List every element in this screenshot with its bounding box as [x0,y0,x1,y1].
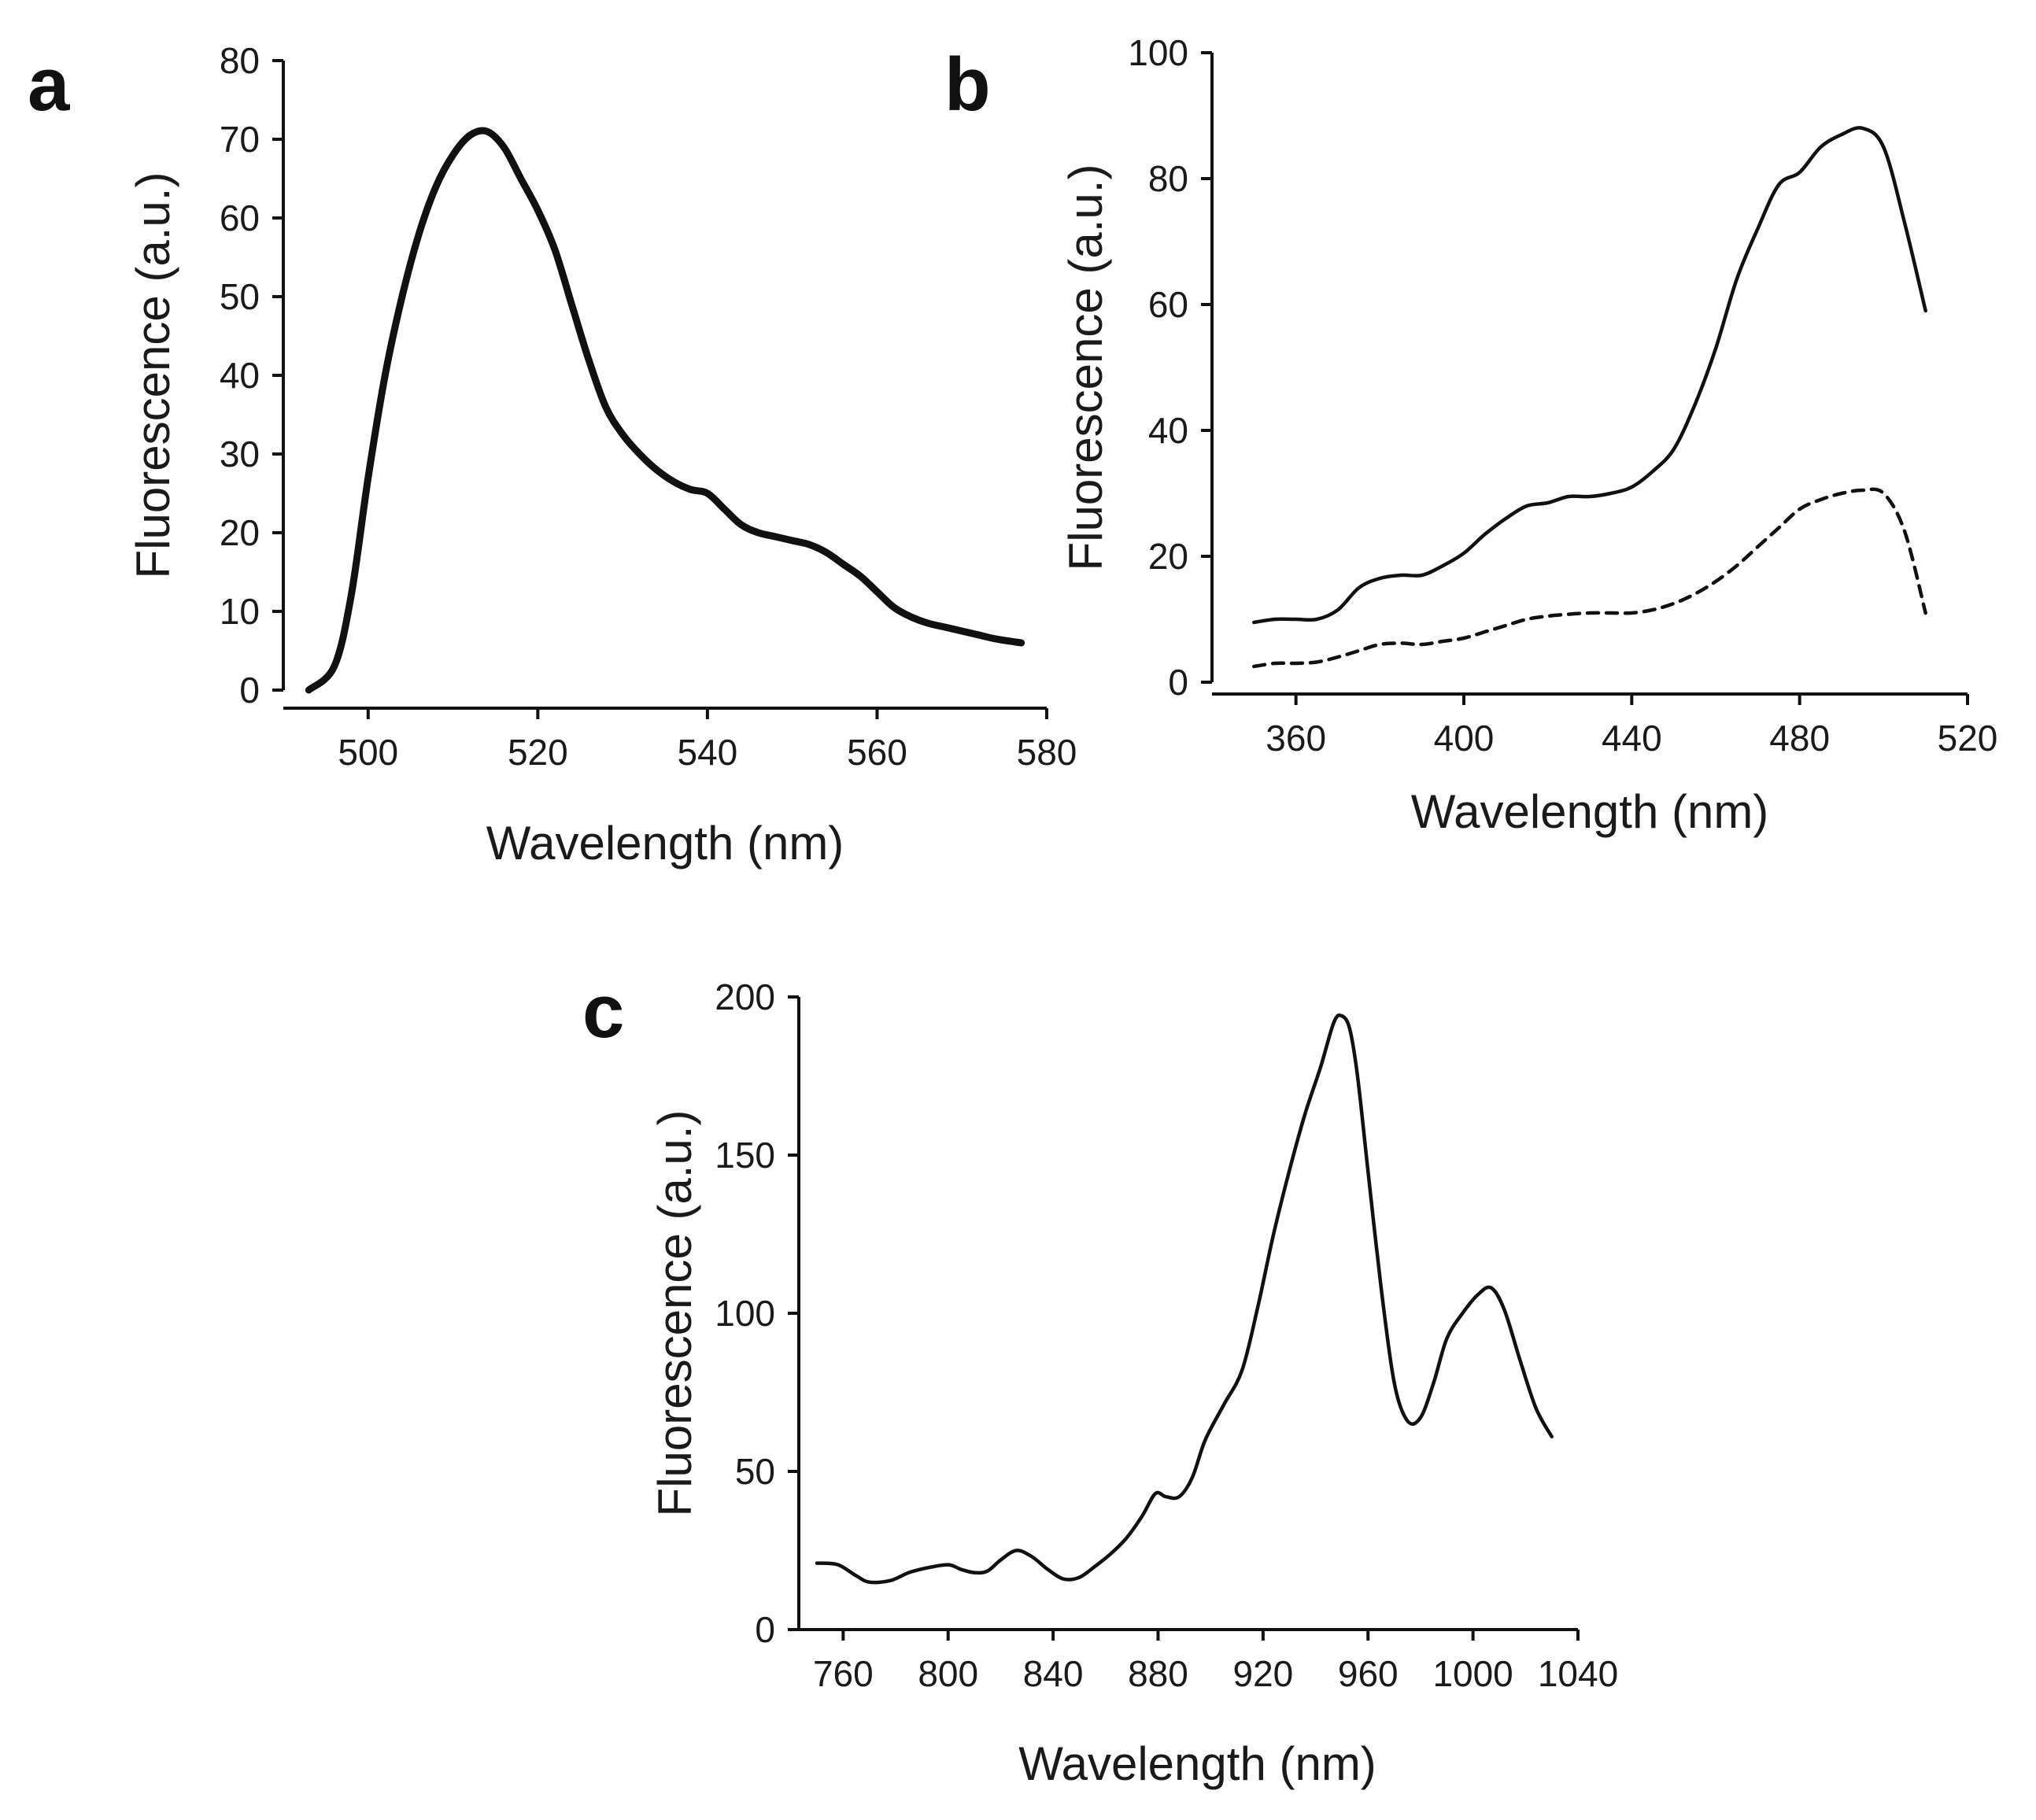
x-tick-label: 540 [678,732,738,773]
y-tick-label: 60 [1148,284,1188,325]
x-tick-label: 800 [918,1653,978,1694]
x-axis-title: Wavelength (nm) [1411,785,1769,838]
x-tick-label: 440 [1602,718,1662,759]
panel-a: a 0 10 20 30 40 50 60 70 80 500 520 540 560 580 Wavele… [28,40,1077,869]
series-line-emission [305,127,1025,694]
y-tick-label: 40 [220,355,260,396]
series-line-emission [815,1013,1554,1585]
x-axis-title: Wavelength (nm) [486,817,844,869]
y-tick-label: 100 [1128,32,1188,73]
panel-c: c 0 50 100 150 200 760 800 840 880 920 960 1000 1040… [582,969,1618,1790]
y-tick-label: 40 [1148,410,1188,451]
y-tick-label: 30 [220,434,260,474]
x-tick-label: 520 [508,732,568,773]
panel-b: b 0 20 40 60 80 100 360 400 440 480 520 Wavelength … [944,32,1997,838]
y-tick-label: 0 [755,1609,775,1650]
y-tick-label: 50 [220,276,260,317]
y-tick-label: 20 [220,512,260,553]
y-tick-label: 100 [715,1293,775,1334]
panel-a-letter: a [28,42,70,127]
y-tick-label: 80 [220,40,260,81]
x-tick-label: 920 [1232,1653,1293,1694]
x-tick-label: 500 [338,732,398,773]
y-tick-label: 200 [715,976,775,1017]
y-axis-title: Fluorescence (a.u.) [1059,164,1112,571]
y-tick-label: 20 [1148,536,1188,577]
y-tick-label: 60 [220,198,260,238]
x-tick-label: 1040 [1538,1653,1618,1694]
x-tick-label: 360 [1266,718,1326,759]
y-tick-label: 150 [715,1135,775,1176]
x-tick-label: 880 [1128,1653,1188,1694]
series-line-dashed [1252,487,1927,669]
y-axis-title: Fluorescence (a.u.) [648,1110,701,1517]
x-tick-label: 580 [1017,732,1077,773]
x-axis-title: Wavelength (nm) [1018,1737,1376,1790]
y-axis-title: Fluorescence (a.u.) [127,172,179,579]
y-tick-label: 70 [220,119,260,160]
x-tick-label: 1000 [1432,1653,1513,1694]
y-tick-label: 0 [1168,662,1188,703]
y-tick-label: 50 [735,1451,775,1492]
x-tick-label: 400 [1434,718,1495,759]
y-tick-label: 80 [1148,158,1188,199]
x-tick-label: 560 [847,732,907,773]
x-tick-label: 960 [1338,1653,1399,1694]
y-tick-label: 10 [220,591,260,632]
panel-b-letter: b [944,42,991,127]
y-tick-label: 0 [239,670,260,711]
x-tick-label: 520 [1938,718,1998,759]
x-tick-label: 760 [813,1653,874,1694]
x-tick-label: 840 [1023,1653,1084,1694]
panel-c-letter: c [582,969,624,1054]
x-tick-label: 480 [1769,718,1830,759]
series-line-solid [1252,126,1927,625]
